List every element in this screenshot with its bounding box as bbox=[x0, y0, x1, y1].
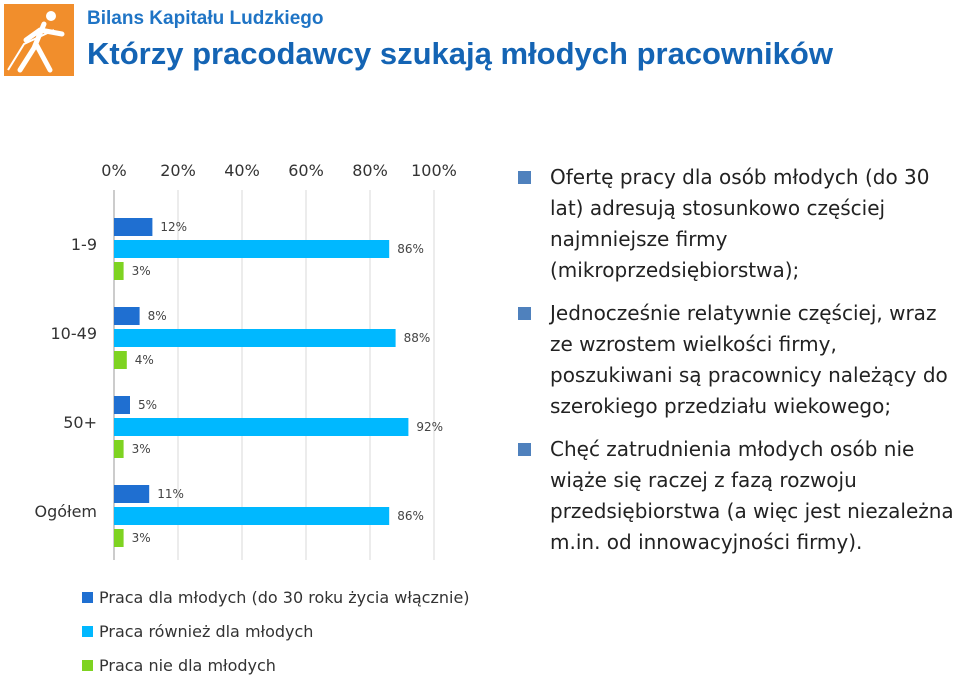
bullet-square-icon bbox=[518, 307, 531, 320]
legend-item: Praca również dla młodych bbox=[82, 614, 470, 648]
data-label: 92% bbox=[416, 420, 443, 434]
page-title: Którzy pracodawcy szukają młodych pracow… bbox=[87, 36, 833, 71]
bullet-text: Chęć zatrudnienia młodych osób nie wiąże… bbox=[550, 437, 954, 554]
category-label: 1-9 bbox=[71, 235, 97, 254]
x-tick-label: 0% bbox=[101, 161, 126, 180]
bullet-square-icon bbox=[518, 443, 531, 456]
data-label: 88% bbox=[404, 331, 431, 345]
bar bbox=[114, 351, 127, 369]
bullet-item: Chęć zatrudnienia młodych osób nie wiąże… bbox=[518, 434, 958, 558]
bullet-list: Ofertę pracy dla osób młodych (do 30 lat… bbox=[518, 162, 958, 558]
category-label: Ogółem bbox=[34, 502, 97, 521]
bullet-text: Jednocześnie relatywnie częściej, wraz z… bbox=[550, 301, 948, 418]
bar bbox=[114, 507, 390, 525]
data-label: 4% bbox=[135, 353, 154, 367]
bar bbox=[114, 329, 396, 347]
bullet-text: Ofertę pracy dla osób młodych (do 30 lat… bbox=[550, 165, 930, 282]
bar bbox=[114, 240, 390, 258]
x-tick-label: 100% bbox=[411, 161, 457, 180]
x-tick-label: 60% bbox=[288, 161, 324, 180]
bullet-item: Ofertę pracy dla osób młodych (do 30 lat… bbox=[518, 162, 958, 286]
legend-label: Praca nie dla młodych bbox=[99, 655, 276, 675]
legend-label: Praca dla młodych (do 30 roku życia włąc… bbox=[99, 587, 470, 607]
legend-swatch bbox=[82, 625, 93, 637]
data-label: 5% bbox=[138, 398, 157, 412]
bar bbox=[114, 262, 124, 280]
legend-swatch bbox=[82, 659, 93, 671]
legend-label: Praca również dla młodych bbox=[99, 621, 314, 641]
subtitle: Bilans Kapitału Ludzkiego bbox=[87, 8, 324, 29]
data-label: 3% bbox=[132, 531, 151, 545]
data-label: 3% bbox=[132, 264, 151, 278]
category-label: 50+ bbox=[63, 413, 97, 432]
bar bbox=[114, 418, 409, 436]
bar bbox=[114, 307, 140, 325]
legend-swatch bbox=[82, 591, 93, 603]
bar bbox=[114, 440, 124, 458]
category-label: 10-49 bbox=[51, 324, 98, 343]
legend-item: Praca nie dla młodych bbox=[82, 648, 470, 682]
data-label: 12% bbox=[160, 220, 187, 234]
bullet-square-icon bbox=[518, 171, 531, 184]
data-label: 3% bbox=[132, 442, 151, 456]
x-tick-label: 20% bbox=[160, 161, 196, 180]
logo-icon bbox=[4, 4, 74, 76]
data-label: 8% bbox=[148, 309, 167, 323]
bar-chart: 0% 20% 40% 60% 80% 100% 1-9 10-49 50+ Ogółem 12% 86… bbox=[34, 161, 457, 560]
bar bbox=[114, 218, 153, 236]
chart-legend: Praca dla młodych (do 30 roku życia włąc… bbox=[82, 580, 470, 682]
data-label: 11% bbox=[157, 487, 184, 501]
bullet-item: Jednocześnie relatywnie częściej, wraz z… bbox=[518, 298, 958, 422]
data-label: 86% bbox=[397, 509, 424, 523]
x-tick-label: 80% bbox=[352, 161, 388, 180]
legend-item: Praca dla młodych (do 30 roku życia włąc… bbox=[82, 580, 470, 614]
x-tick-label: 40% bbox=[224, 161, 260, 180]
bar bbox=[114, 396, 130, 414]
bar bbox=[114, 529, 124, 547]
data-label: 86% bbox=[397, 242, 424, 256]
bar bbox=[114, 485, 150, 503]
